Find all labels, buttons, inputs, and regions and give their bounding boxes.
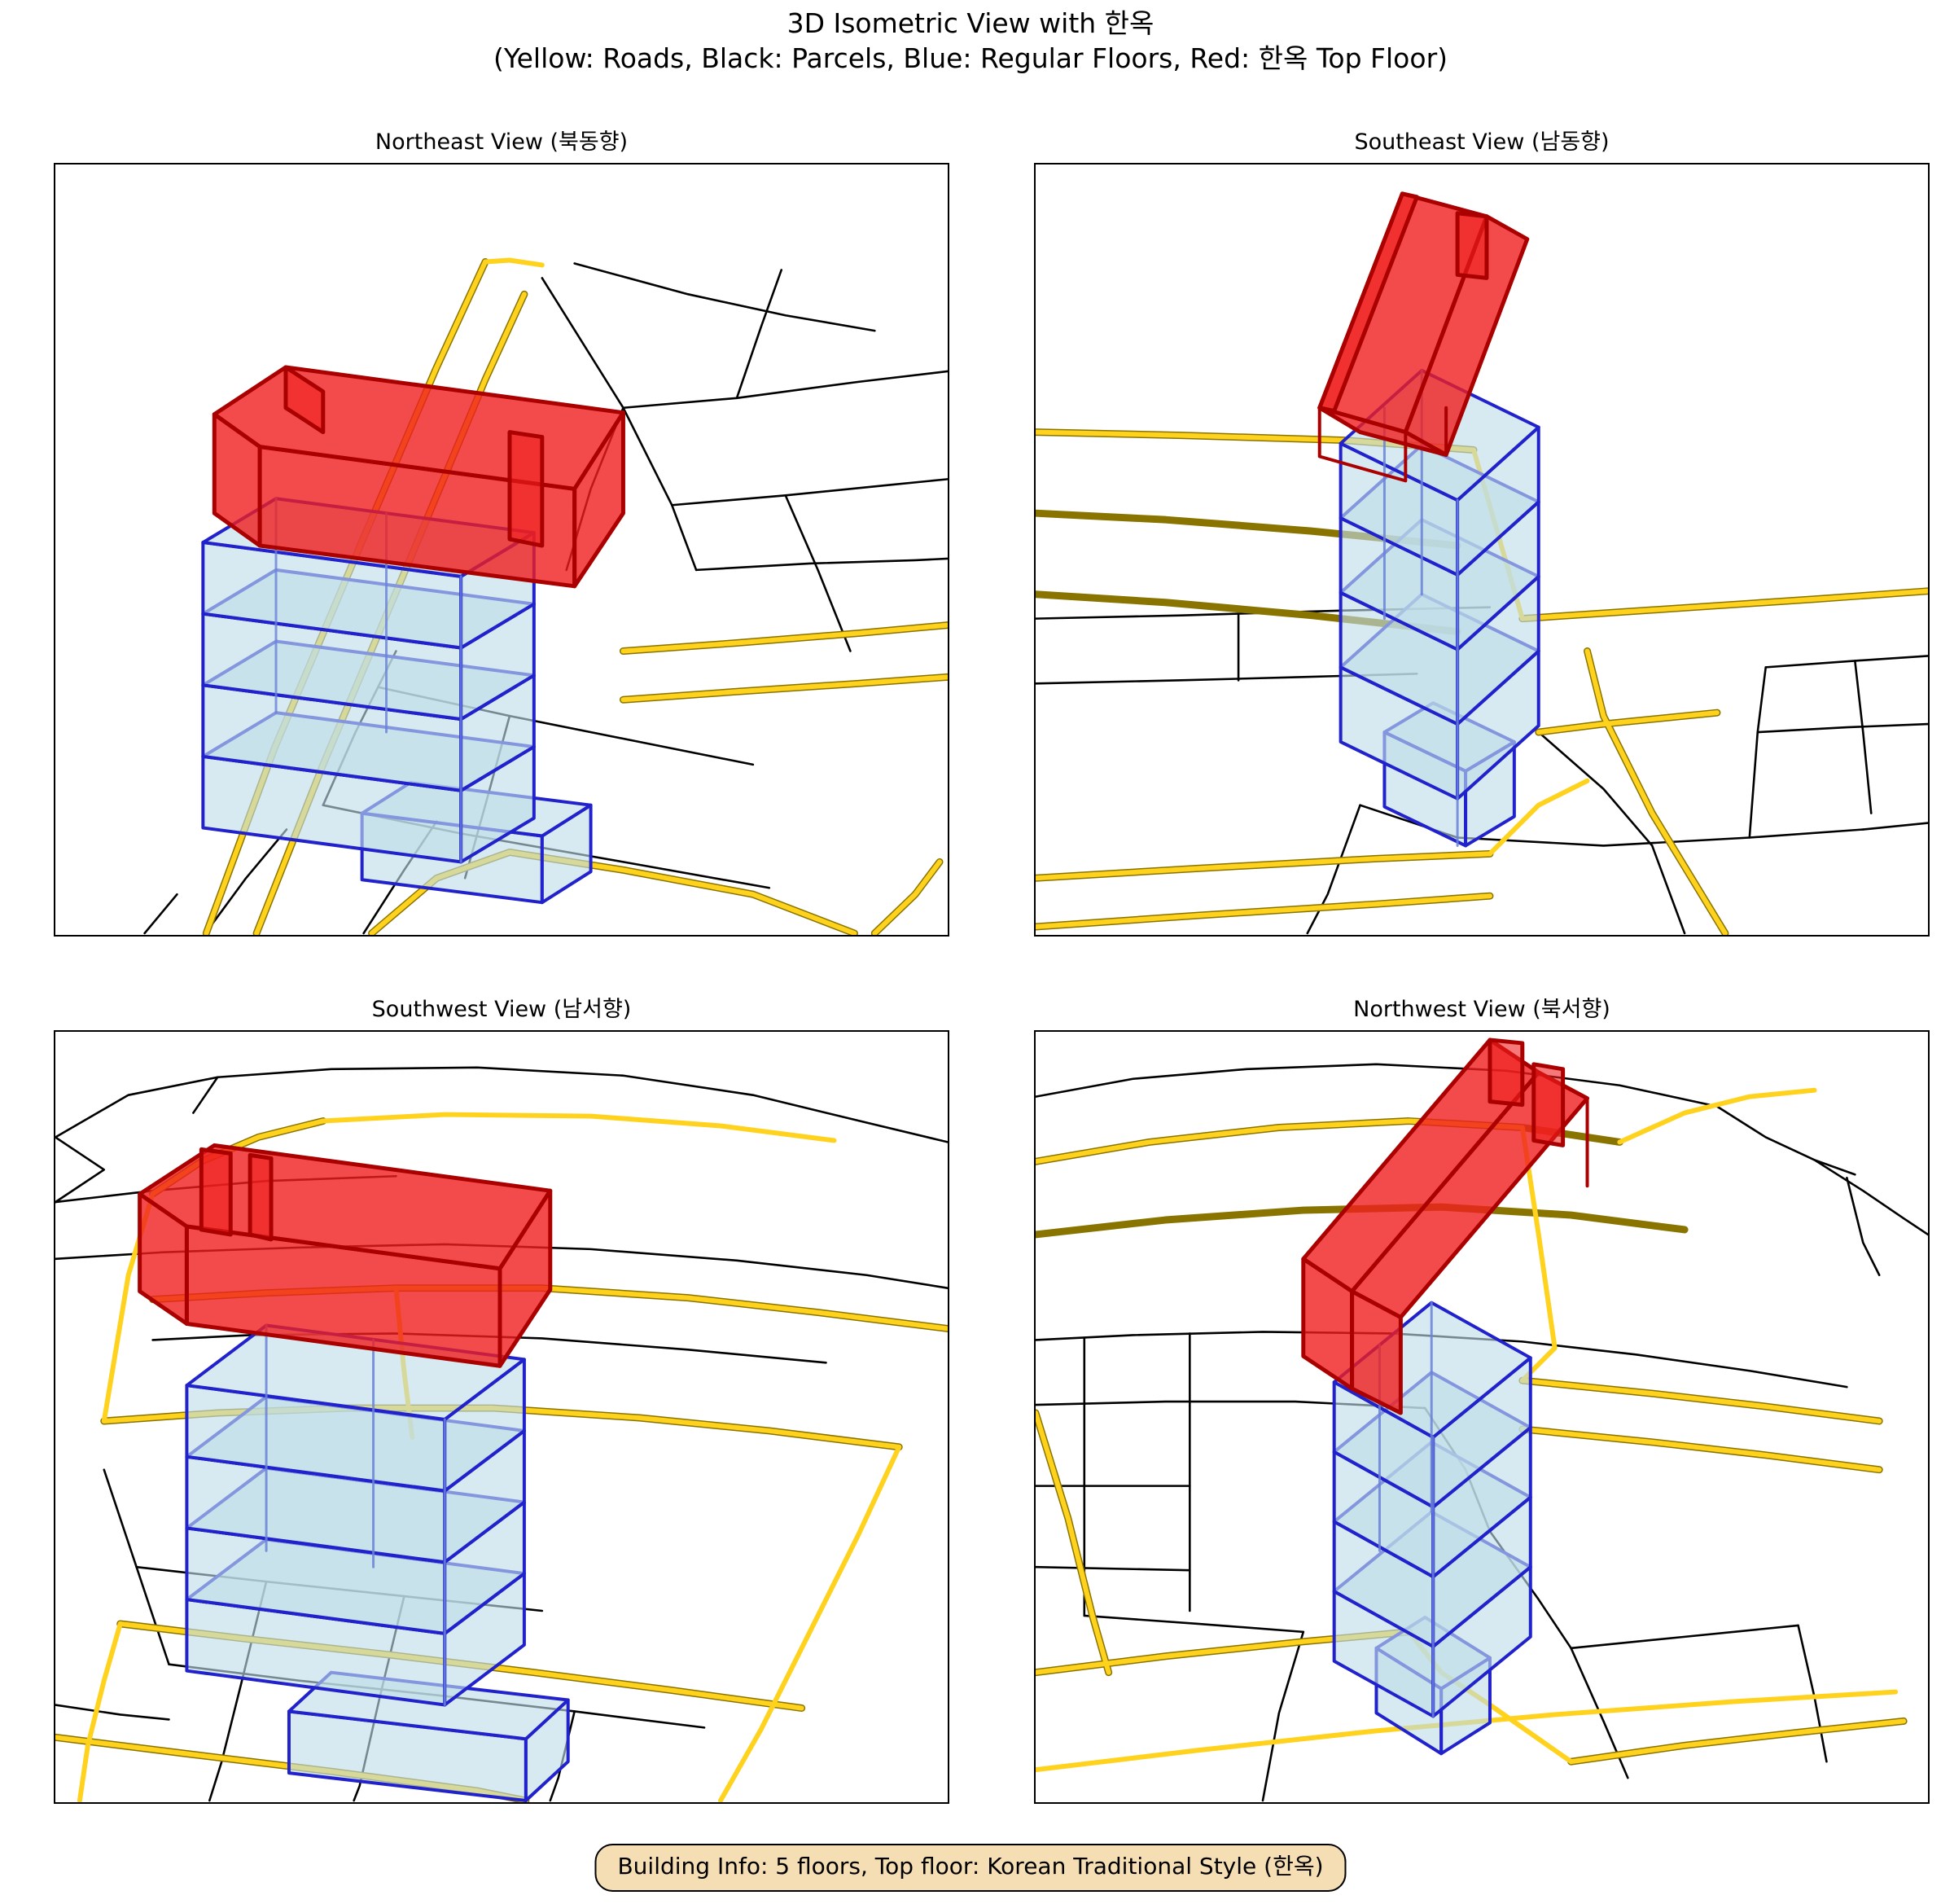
plot-frame-southwest: 0.0 0.2 0.4 0.6 0.8 1.0 0.0 0.2 0.4 0.6 … — [54, 1030, 949, 1804]
xtick-mark — [1036, 1802, 1037, 1804]
road-lines — [1036, 429, 1928, 935]
building-info-box: Building Info: 5 floors, Top floor: Kore… — [594, 1844, 1347, 1892]
subplot-title-northwest: Northwest View (북서향) — [1353, 997, 1610, 1022]
plot-frame-northeast: 0.0 0.2 0.4 0.6 0.8 1.0 0.0 0.2 0.4 0.6 … — [54, 163, 949, 937]
xtick-mark — [1392, 1802, 1394, 1804]
suptitle-line-1: 3D Isometric View with 한옥 — [786, 7, 1155, 39]
subplot-title-southeast: Southeast View (남동향) — [1354, 129, 1610, 155]
subplot-southwest: Southwest View (남서향) — [54, 997, 949, 1804]
building-regular-floors — [1339, 368, 1540, 848]
xtick-mark — [948, 935, 949, 937]
plot-area-northwest — [1036, 1038, 1928, 1802]
subplot-southeast: Southeast View (남동향) — [1034, 129, 1930, 937]
plot-frame-southeast: 0.0 0.2 0.4 0.6 0.8 1.0 0.0 0.2 0.4 0.6 … — [1034, 163, 1930, 937]
ytick-mark — [1034, 471, 1036, 472]
xtick-mark — [591, 1802, 593, 1804]
xtick-mark — [948, 1802, 949, 1804]
plot-area-southwest — [55, 1066, 948, 1802]
xtick-mark — [412, 935, 414, 937]
xtick-mark — [412, 1802, 414, 1804]
building-hanok-top-floor — [138, 1143, 553, 1368]
xtick-mark — [234, 1802, 235, 1804]
figure-suptitle: 3D Isometric View with 한옥 (Yellow: Roads,… — [0, 7, 1941, 77]
ytick-mark — [54, 1184, 55, 1186]
xtick-mark — [1571, 935, 1573, 937]
building-regular-floors — [185, 1323, 570, 1802]
ytick-mark — [54, 317, 55, 318]
plot-area-southeast — [1036, 191, 1928, 935]
xtick-mark — [1928, 935, 1930, 937]
ytick-mark — [1034, 1184, 1036, 1186]
xtick-mark — [591, 935, 593, 937]
suptitle-line-2: (Yellow: Roads, Black: Parcels, Blue: Re… — [493, 42, 1448, 74]
ytick-mark — [54, 1338, 55, 1340]
subplot-northwest: Northwest View (북서향) — [1034, 997, 1930, 1804]
plot-area-northeast — [143, 257, 948, 935]
building-hanok-top-floor — [1301, 1038, 1590, 1415]
xtick-mark — [55, 1802, 57, 1804]
ytick-mark — [54, 779, 55, 781]
ytick-mark — [1034, 1493, 1036, 1494]
plot-frame-northwest: 0.0 0.2 0.4 0.6 0.8 1.0 0.0 0.2 0.4 0.6 … — [1034, 1030, 1930, 1804]
ytick-mark — [1034, 1647, 1036, 1648]
ytick-mark — [1034, 317, 1036, 318]
xtick-mark — [1750, 1802, 1751, 1804]
xtick-mark — [1928, 1802, 1930, 1804]
ytick-mark — [54, 625, 55, 627]
xtick-mark — [1571, 1802, 1573, 1804]
ytick-mark — [54, 1647, 55, 1648]
xtick-mark — [55, 935, 57, 937]
xtick-mark — [1392, 935, 1394, 937]
subplot-northeast: Northeast View (북동향) — [54, 129, 949, 937]
ytick-mark — [1034, 163, 1036, 165]
ytick-mark — [54, 1493, 55, 1494]
ytick-mark — [1034, 1338, 1036, 1340]
ytick-mark — [54, 471, 55, 472]
subplot-title-southwest: Southwest View (남서향) — [371, 997, 632, 1022]
building-regular-floors — [1332, 1301, 1532, 1756]
ytick-mark — [1034, 1030, 1036, 1032]
xtick-mark — [1214, 935, 1216, 937]
xtick-mark — [234, 935, 235, 937]
building-hanok-top-floor — [1317, 191, 1530, 483]
building-hanok-top-floor — [212, 365, 625, 589]
xtick-mark — [1036, 935, 1037, 937]
xtick-mark — [769, 1802, 771, 1804]
xtick-mark — [769, 935, 771, 937]
ytick-mark — [54, 163, 55, 165]
ytick-mark — [54, 1030, 55, 1032]
xtick-mark — [1750, 935, 1751, 937]
ytick-mark — [1034, 625, 1036, 627]
xtick-mark — [1214, 1802, 1216, 1804]
ytick-mark — [1034, 779, 1036, 781]
subplot-title-northeast: Northeast View (북동향) — [375, 129, 629, 155]
